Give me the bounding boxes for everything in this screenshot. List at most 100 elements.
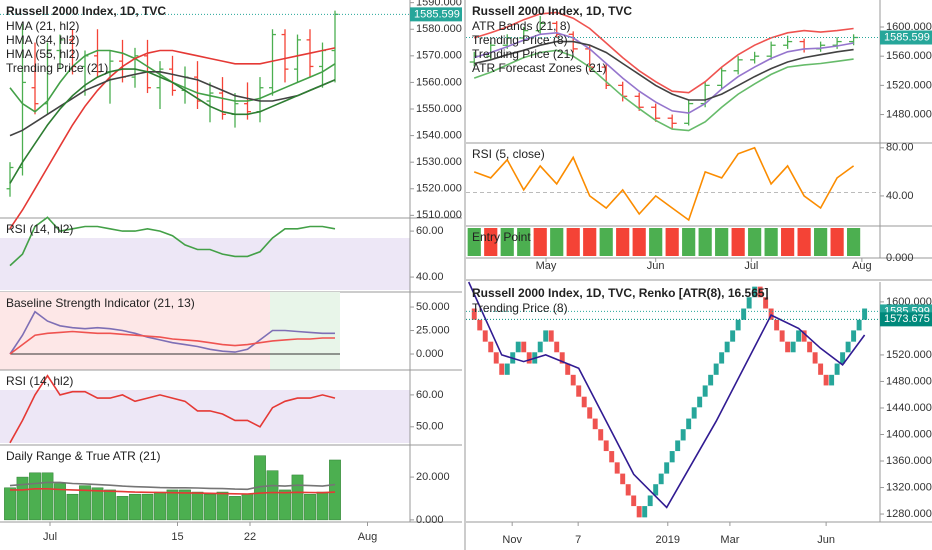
- y-tick-label: 25.000: [416, 324, 450, 336]
- renko-brick: [713, 363, 719, 375]
- indicator-line: [9, 216, 336, 267]
- renko-brick: [554, 341, 560, 353]
- renko-brick: [823, 374, 829, 386]
- renko-brick: [763, 297, 769, 309]
- legend-entry: Trending Price (8): [472, 301, 568, 315]
- renko-brick: [697, 396, 703, 408]
- entry-signal: [847, 228, 861, 256]
- legend-entry: ATR Forecast Zones (21): [472, 61, 606, 75]
- y-tick-label: 1560.000: [886, 50, 932, 62]
- indicator-line: [467, 281, 866, 509]
- entry-signal: [517, 228, 531, 256]
- range-bar: [229, 496, 241, 521]
- indicator-line: [474, 40, 854, 101]
- y-tick-label: 1530.000: [416, 156, 462, 168]
- panel-title: Baseline Strength Indicator (21, 13): [6, 296, 195, 310]
- range-bar: [129, 493, 141, 521]
- y-tick-label: 60.00: [416, 225, 444, 237]
- range-bar: [29, 472, 41, 521]
- price-tag-label: 1585.599: [414, 8, 460, 20]
- entry-signal: [764, 228, 778, 256]
- renko-brick: [735, 319, 741, 331]
- panel-title: Entry Point: [472, 230, 531, 244]
- range-bar: [216, 491, 229, 521]
- panel-title: Daily Range & True ATR (21): [6, 449, 161, 463]
- entry-signal: [467, 228, 481, 256]
- renko-brick: [543, 330, 549, 342]
- renko-brick: [598, 429, 604, 441]
- y-tick-label: 40.00: [886, 190, 914, 202]
- y-tick-label: 1540.000: [416, 129, 462, 141]
- entry-signal: [665, 228, 679, 256]
- x-tick-label: 2019: [656, 534, 680, 546]
- range-bar: [54, 483, 66, 521]
- x-tick-label: Jul: [744, 260, 758, 272]
- renko-brick: [653, 484, 659, 496]
- y-tick-label: 1520.000: [886, 349, 932, 361]
- y-tick-label: 1280.000: [886, 508, 932, 520]
- x-tick-label: Mar: [720, 534, 739, 546]
- range-bar: [79, 485, 91, 521]
- renko-brick: [790, 341, 796, 353]
- entry-signal: [616, 228, 630, 256]
- legend-entry: ATR Bands (21, 8): [472, 19, 570, 33]
- entry-signal: [797, 228, 811, 256]
- renko-brick: [708, 374, 714, 386]
- y-tick-label: 1320.000: [886, 481, 932, 493]
- price-tag: [410, 7, 462, 22]
- y-tick-label: 0.000: [886, 252, 914, 264]
- renko-brick: [642, 506, 648, 518]
- range-bar: [241, 493, 254, 521]
- entry-signal: [566, 228, 580, 256]
- range-bar: [304, 493, 316, 521]
- entry-signal: [599, 228, 613, 256]
- renko-brick: [686, 418, 692, 430]
- range-bar: [154, 491, 166, 521]
- range-bar: [316, 491, 329, 521]
- entry-signal: [715, 228, 729, 256]
- range-bar: [4, 487, 16, 521]
- entry-signal: [649, 228, 663, 256]
- entry-signal: [731, 228, 745, 256]
- y-tick-label: 1510.000: [416, 209, 462, 221]
- y-tick-label: 40.00: [416, 271, 444, 283]
- renko-brick: [851, 330, 857, 342]
- renko-brick: [592, 418, 598, 430]
- range-bar: [179, 489, 191, 521]
- y-tick-label: 60.00: [416, 389, 444, 401]
- y-tick-label: 1570.000: [416, 50, 462, 62]
- y-tick-label: 1560.000: [416, 76, 462, 88]
- legend-entry: Trending Price (21): [6, 61, 108, 75]
- renko-brick: [559, 352, 565, 364]
- renko-brick: [724, 341, 730, 353]
- renko-brick: [609, 451, 615, 463]
- renko-brick: [757, 286, 763, 298]
- indicator-line: [9, 68, 336, 184]
- panel-title: RSI (14, hl2): [6, 222, 73, 236]
- renko-brick: [856, 319, 862, 331]
- x-tick-label: Jun: [817, 534, 835, 546]
- renko-brick: [801, 330, 807, 342]
- y-tick-label: 0.000: [416, 348, 444, 360]
- renko-brick: [493, 352, 499, 364]
- panel-title: Russell 2000 Index, 1D, TVC: [472, 4, 632, 18]
- renko-brick: [471, 308, 477, 320]
- panel-shade: [0, 390, 410, 443]
- x-tick-label: May: [536, 260, 557, 272]
- y-tick-label: 1520.000: [886, 79, 932, 91]
- range-bar: [279, 489, 291, 521]
- range-bar: [104, 489, 116, 521]
- renko-brick: [785, 341, 791, 353]
- renko-brick: [818, 363, 824, 375]
- renko-brick: [752, 286, 758, 298]
- indicator-line: [473, 11, 854, 94]
- renko-brick: [548, 330, 554, 342]
- x-tick-label: Nov: [502, 534, 522, 546]
- y-tick-label: 1600.000: [886, 21, 932, 33]
- x-tick-label: 22: [244, 531, 256, 543]
- entry-signal: [533, 228, 547, 256]
- range-bar: [266, 470, 279, 521]
- renko-brick: [565, 363, 571, 375]
- price-tag: [880, 30, 932, 45]
